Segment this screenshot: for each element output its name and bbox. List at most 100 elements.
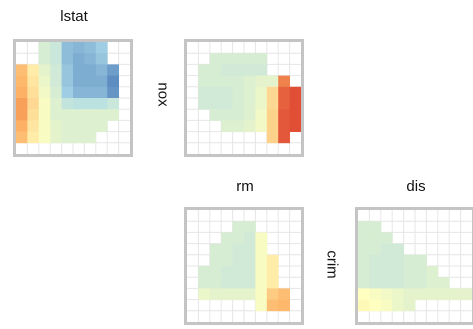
heatmap-cell [437,288,450,300]
heatmap-cell [369,232,382,244]
heatmap-cell [84,42,97,54]
heatmap-cell [95,98,108,110]
heatmap-cell [392,299,404,312]
heatmap-cell [289,98,301,110]
heatmap-cell [209,254,222,267]
heatmap-cell [221,75,233,88]
heatmap-cell [50,131,62,144]
heatmap-cell [61,64,74,76]
heatmap-cell [255,86,268,99]
heatmap-cell [209,243,222,256]
panel-dis-crim [355,207,473,325]
row-label-crim: crim [323,250,341,279]
heatmap-cell [107,86,119,99]
heatmap-cell [73,64,85,76]
heatmap-cell [380,299,393,312]
heatmap-cell [27,109,40,121]
heatmap-cell [255,109,268,121]
heatmap-cell [369,254,382,267]
heatmap-cell [358,266,370,278]
panel-lstat-nox [13,39,133,157]
heatmap-cell [95,64,108,76]
heatmap-cell [232,221,245,233]
heatmap-cell [255,288,268,300]
heatmap-cell [266,109,279,121]
heatmap-cell [358,288,370,300]
heatmap-cell [95,109,108,121]
heatmap-cell [426,277,439,289]
heatmap-cell [221,266,233,278]
heatmap-cell [278,98,290,110]
heatmap-cell [38,53,51,65]
heatmap-cell [221,109,233,121]
heatmap-cell [244,232,256,244]
heatmap-cell [84,109,97,121]
heatmap-cell [38,64,51,76]
heatmap-cell [403,288,416,300]
heatmap-cell [403,266,416,278]
heatmap-cell [380,254,393,267]
heatmap-cell [61,109,74,121]
heatmap-cell [232,243,245,256]
heatmap-cell [107,75,119,88]
heatmap-cell [232,266,245,278]
heatmap-cell [50,42,62,54]
heatmap-cell [255,64,268,76]
heatmap-cell [380,243,393,256]
heatmap-cell [198,64,211,76]
heatmap-svg-dis-crim [358,210,472,322]
heatmap-cell [426,288,439,300]
col-label-rm: rm [236,178,254,195]
heatmap-cell [221,98,233,110]
heatmap-cell [27,64,40,76]
heatmap-cell [460,288,472,300]
panel-rm-crim [184,207,304,325]
heatmap-cell [266,254,279,267]
heatmap-cell [266,131,279,144]
heatmap-cell [369,266,382,278]
heatmap-cell [84,86,97,99]
heatmap-cell [61,98,74,110]
col-label-dis: dis [406,178,426,195]
heatmap-cell [232,53,245,65]
heatmap-cell [209,98,222,110]
heatmap-cell [255,98,268,110]
heatmap-cell [84,131,97,144]
heatmap-cell [369,221,382,233]
heatmap-cell [278,120,290,132]
heatmap-cell [38,120,51,132]
heatmap-cell [358,277,370,289]
heatmap-cell [380,232,393,244]
heatmap-cell [209,277,222,289]
heatmap-cell [266,75,279,88]
heatmap-cell [27,75,40,88]
heatmap-cell [16,98,28,110]
heatmap-cell [278,75,290,88]
heatmap-cell [73,109,85,121]
heatmap-svg-rm-crim [187,210,301,322]
heatmap-cell [358,254,370,267]
heatmap-cell [198,75,211,88]
heatmap-cell [255,75,268,88]
heatmap-cell [16,86,28,99]
heatmap-cell [95,42,108,54]
heatmap-cell [73,131,85,144]
heatmap-cell [358,243,370,256]
heatmap-cell [392,243,404,256]
heatmap-cell [198,288,211,300]
heatmap-cell [221,254,233,267]
heatmap-cell [16,109,28,121]
heatmap-cell [50,75,62,88]
heatmap-cell [369,299,382,312]
heatmap-cell [449,288,461,300]
row-label-nox: nox [154,82,172,107]
heatmap-cell [84,120,97,132]
heatmap-cell [61,86,74,99]
heatmap-cell [61,131,74,144]
heatmap-cell [244,288,256,300]
heatmap-cell [232,86,245,99]
heatmap-cell [437,277,450,289]
heatmap-cell [392,277,404,289]
heatmap-cell [255,120,268,132]
